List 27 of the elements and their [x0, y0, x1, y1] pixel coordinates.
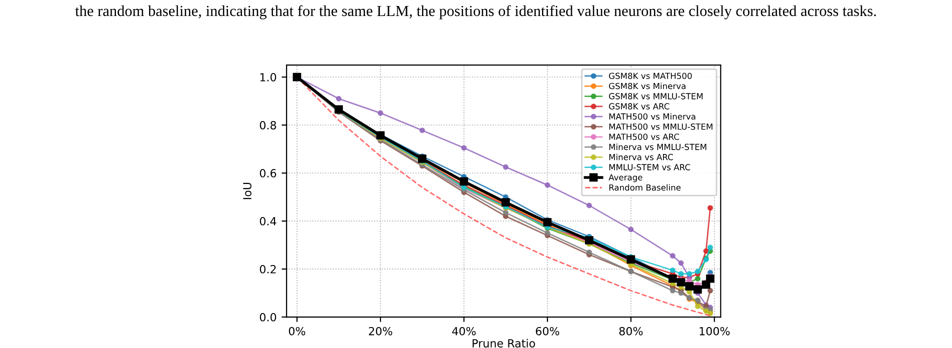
x-tick-label: 20%	[368, 326, 392, 336]
legend-label: MATH500 vs MMLU-STEM	[609, 123, 712, 130]
y-axis-title: IoU	[243, 182, 252, 200]
x-axis-title: Prune Ratio	[472, 338, 536, 348]
legend-label: MMLU-STEM vs ARC	[609, 164, 690, 170]
legend-label: Average	[608, 174, 642, 182]
x-tick-label: 60%	[536, 326, 560, 336]
text: the random baseline, indicating that for the same LLM, the positions of identified value neurons are closely correlated across tasks.	[75, 5, 876, 20]
legend-label: MATH500 vs Minerva	[609, 113, 696, 120]
legend-label: GSM8K vs MMLU-STEM	[609, 93, 703, 100]
legend-label: GSM8K vs MATH500	[609, 72, 692, 80]
legend-label: GSM8K vs Minerva	[609, 82, 686, 90]
x-tick-label: 80%	[619, 326, 643, 336]
x-tick-label: 100%	[700, 326, 730, 336]
legend-label: Minerva vs MMLU-STEM	[609, 144, 706, 150]
y-tick-label: 0.0	[260, 313, 276, 322]
x-tick-label: 0%	[288, 326, 306, 336]
y-tick-label: 1.0	[260, 73, 276, 82]
y-tick-label: 0.2	[260, 265, 276, 274]
legend-label: Minerva vs ARC	[609, 154, 673, 160]
legend-label: Random Baseline	[609, 184, 681, 191]
legend-label: MATH500 vs ARC	[609, 134, 680, 140]
y-tick-label: 0.6	[260, 169, 276, 178]
x-tick-label: 40%	[452, 326, 476, 336]
y-tick-label: 0.4	[260, 217, 276, 226]
legend-label: GSM8K vs ARC	[609, 103, 670, 110]
y-tick-label: 0.8	[260, 121, 276, 130]
